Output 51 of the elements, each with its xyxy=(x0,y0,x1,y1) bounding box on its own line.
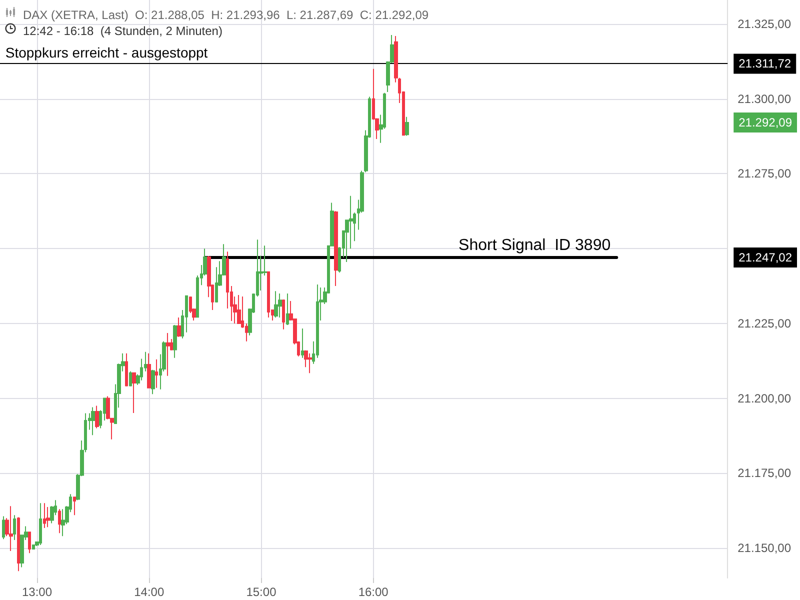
y-tick-label: 21.292,09 xyxy=(738,116,792,130)
candlestick xyxy=(9,506,13,552)
y-tick-label: 21.200,00 xyxy=(738,391,792,406)
y-tick-label: 21.300,00 xyxy=(738,92,792,106)
candlestick xyxy=(286,292,289,326)
candlestick xyxy=(46,506,50,528)
candlestick xyxy=(13,514,16,540)
candlestick xyxy=(132,372,136,414)
candlestick xyxy=(308,352,312,374)
candlestick xyxy=(32,544,35,550)
ref-line-label: 21.311,72 xyxy=(738,56,792,71)
candlestick xyxy=(405,116,409,136)
candlestick xyxy=(177,316,181,338)
candlestick xyxy=(73,496,76,516)
candlestick xyxy=(91,406,95,436)
x-tick-label: 14:00 xyxy=(134,585,164,599)
candlestick xyxy=(129,370,132,387)
candlestick xyxy=(151,369,155,395)
candlestick xyxy=(301,328,304,358)
x-tick-label: 13:00 xyxy=(22,585,52,599)
text: DAX (XETRA, Last) O: 21.288,05 H: 21.293,96 L: 21.287,69 C: 21.292,09 xyxy=(23,8,429,22)
candlestick xyxy=(267,271,270,318)
candlestick xyxy=(95,405,99,429)
candlestick xyxy=(274,290,278,318)
x-tick-label: 15:00 xyxy=(246,585,277,599)
y-tick-label: 21.247,02 xyxy=(738,250,792,264)
candlestick xyxy=(39,502,42,546)
text: 12:42 - 16:18 (4 Stunden, 2 Minuten) xyxy=(23,24,222,38)
candlestick xyxy=(2,516,5,540)
y-tick-label: 21.225,00 xyxy=(738,316,792,330)
candlestick xyxy=(61,508,65,537)
series-label: Short Signal ID 3890 xyxy=(458,236,611,254)
candlestick xyxy=(28,532,31,554)
candlestick xyxy=(334,210,338,287)
x-tick-label: 16:00 xyxy=(358,585,389,599)
y-tick-label: 21.325,00 xyxy=(738,16,792,31)
y-tick-label: 21.175,00 xyxy=(738,466,792,480)
candlestick xyxy=(43,502,46,528)
candlestick xyxy=(58,508,61,534)
y-tick-label: 21.275,00 xyxy=(738,166,792,181)
candlestick xyxy=(166,332,170,376)
candlestick xyxy=(17,516,20,572)
candlestick xyxy=(155,358,158,388)
candlestick xyxy=(125,352,128,387)
y-tick-label: 21.150,00 xyxy=(738,541,792,556)
candlestick xyxy=(278,292,282,318)
candlestick xyxy=(147,352,151,388)
annotation: Stoppkurs erreicht - ausgestoppt xyxy=(5,44,208,61)
candlestick xyxy=(282,298,285,330)
candlestick xyxy=(237,294,241,324)
candlestick xyxy=(173,324,177,358)
